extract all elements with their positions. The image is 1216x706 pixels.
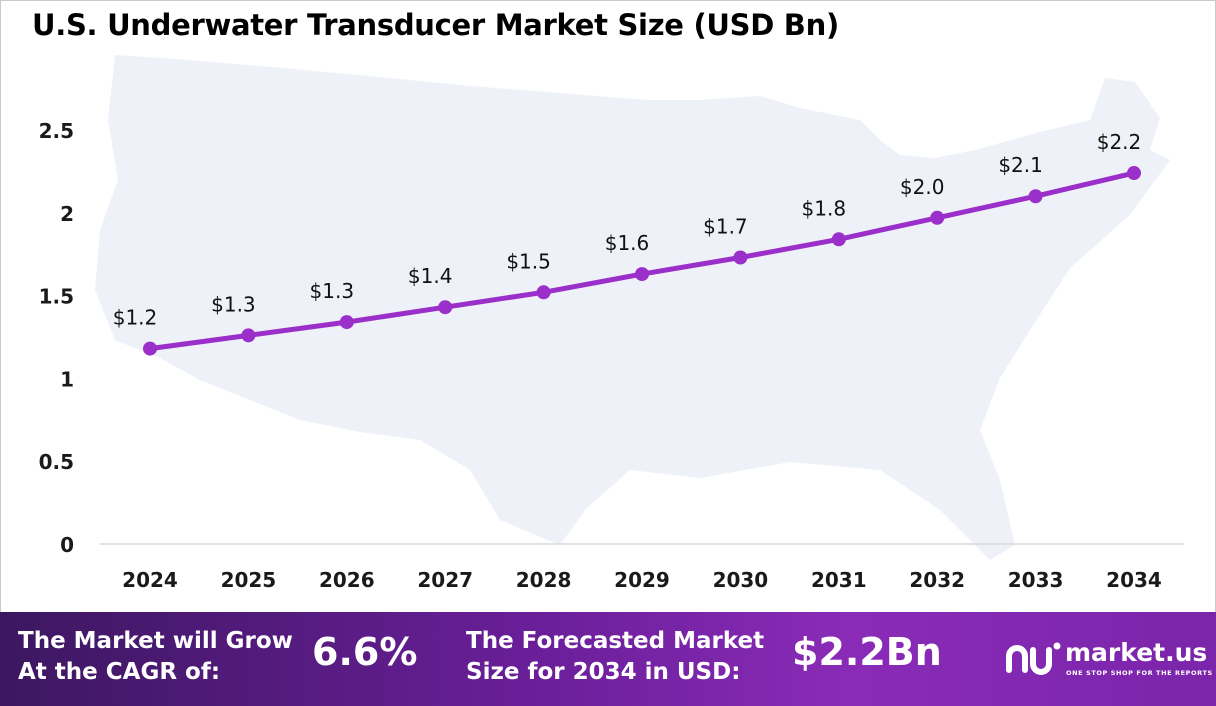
x-tick-label: 2030 [713,568,769,592]
data-point [143,341,157,356]
data-point [1127,166,1141,181]
x-tick-label: 2025 [221,568,277,592]
footer-banner: The Market will Grow At the CAGR of: 6.6… [0,612,1216,706]
data-label: $1.3 [310,279,355,303]
y-tick-label: 1.5 [39,285,74,309]
y-tick-label: 2 [60,202,74,226]
forecast-label-line2: Size for 2034 in USD: [466,659,741,685]
brand-tagline: ONE STOP SHOP FOR THE REPORTS [1066,669,1213,677]
x-tick-label: 2026 [319,568,375,592]
data-point [635,267,649,282]
x-tick-label: 2029 [614,568,670,592]
data-point [831,232,846,247]
data-point [733,250,748,265]
line-chart: 0 0.5 1 1.5 2 2.5 2024 2025 2026 2027 2028 2029 203… [39,55,1184,592]
forecast-value: $2.2Bn [792,630,942,674]
x-tick-label: 2032 [909,568,965,592]
data-point [241,328,256,343]
brand-logo: market.us ONE STOP SHOP FOR THE REPORTS [1005,636,1213,686]
market-us-logo-icon [1006,642,1061,675]
x-tick-label: 2034 [1106,568,1162,592]
data-point [1028,189,1043,204]
data-point [930,210,945,225]
x-tick-label: 2033 [1008,568,1064,592]
us-map-background [95,55,1170,560]
data-label: $2.1 [998,153,1043,177]
cagr-label-line2: At the CAGR of: [18,659,221,685]
data-label: $1.5 [506,249,551,273]
cagr-label-line1: The Market will Grow [18,628,293,654]
data-label: $1.2 [113,306,158,330]
cagr-label: The Market will Grow At the CAGR of: [18,626,293,688]
forecast-label: The Forecasted Market Size for 2034 in U… [466,626,764,688]
x-tick-label: 2024 [122,568,178,592]
data-label: $1.3 [211,292,256,316]
brand-name: market.us [1065,638,1208,667]
data-label: $1.7 [703,215,748,239]
x-tick-label: 2031 [811,568,867,592]
cagr-value: 6.6% [312,630,418,674]
data-label: $2.2 [1097,130,1142,154]
y-tick-label: 2.5 [39,119,74,143]
forecast-label-line1: The Forecasted Market [466,628,765,654]
data-label: $1.8 [802,196,847,220]
data-label: $1.6 [605,231,650,255]
data-label: $2.0 [900,175,945,199]
data-point [536,285,551,300]
y-tick-label: 0 [60,533,74,557]
data-label: $1.4 [408,264,453,288]
x-tick-label: 2027 [417,568,473,592]
data-point [438,300,453,315]
x-tick-label: 2028 [516,568,572,592]
chart-title: U.S. Underwater Transducer Market Size (… [32,8,839,42]
data-point [339,315,354,330]
y-tick-label: 0.5 [39,450,74,474]
y-tick-label: 1 [60,367,74,391]
